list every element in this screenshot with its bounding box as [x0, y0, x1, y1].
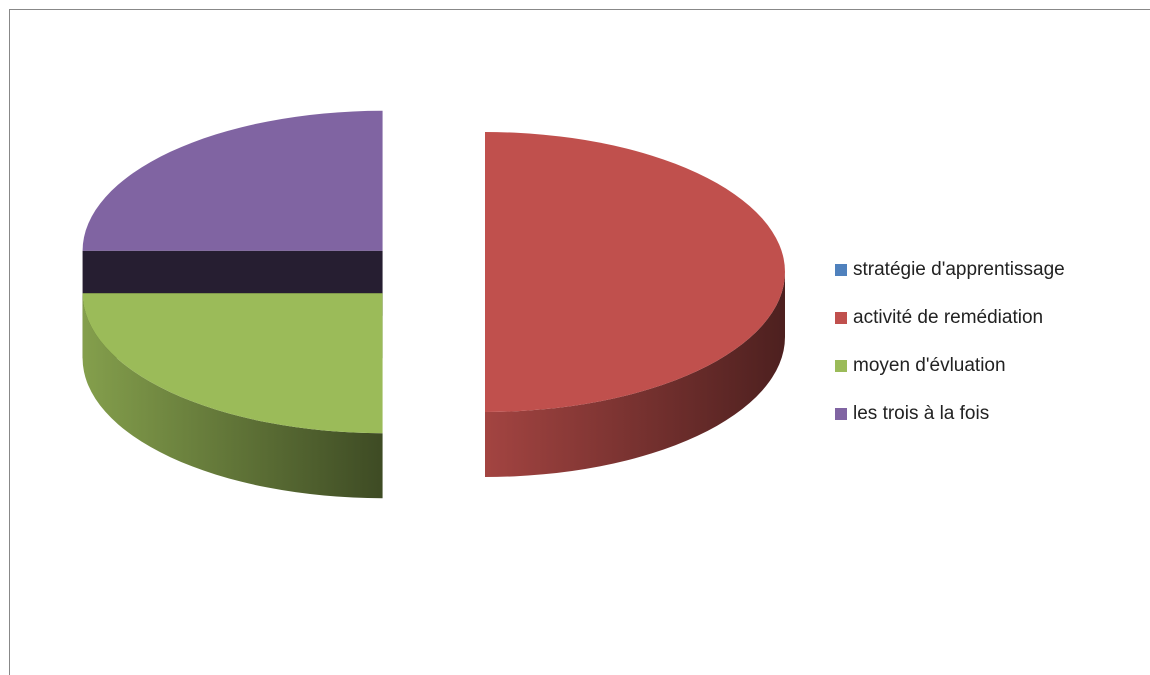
pie-slice-top [82, 110, 383, 251]
legend-swatch [835, 312, 847, 324]
legend-label: stratégie d'apprentissage [853, 259, 1065, 280]
legend-swatch [835, 360, 847, 372]
legend-swatch [835, 408, 847, 420]
pie-slice [82, 293, 383, 499]
pie-slice-top [82, 293, 383, 434]
pie-slice-top [485, 132, 785, 412]
legend-label: moyen d'évluation [853, 355, 1006, 376]
pie-side [485, 272, 785, 477]
legend-label: activité de remédiation [853, 307, 1043, 328]
chart-border [9, 9, 1150, 675]
pie-side [82, 293, 383, 499]
pie-slice [485, 132, 785, 477]
legend-label: les trois à la fois [853, 403, 989, 424]
legend-swatch [835, 264, 847, 276]
pie-slice [82, 110, 383, 316]
